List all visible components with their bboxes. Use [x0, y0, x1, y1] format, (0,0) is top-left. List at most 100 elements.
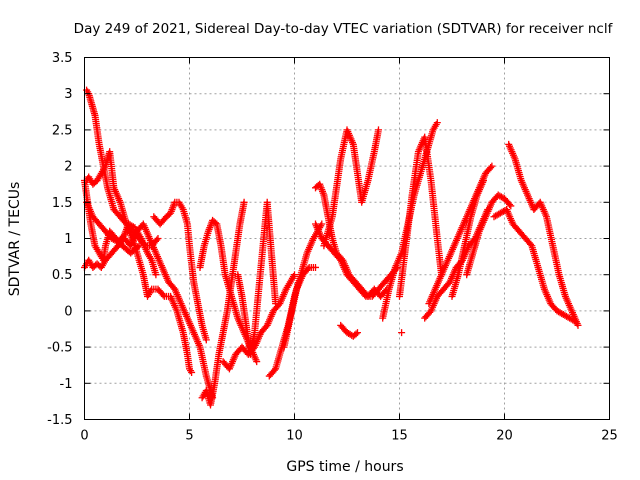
series-track-14	[320, 126, 382, 250]
data-point-trail	[103, 250, 115, 263]
data-point-trail	[287, 287, 300, 320]
y-tick-label: -1.5	[47, 413, 72, 428]
data-point-trail	[126, 221, 137, 231]
data-point-trail	[211, 352, 223, 385]
data-point-trail	[463, 251, 476, 277]
data-point	[488, 162, 496, 170]
series-track-3	[83, 86, 162, 250]
data-point-trail	[91, 113, 101, 132]
data-point-trail	[402, 193, 416, 248]
data-point-trail	[106, 150, 118, 190]
data-point-trail	[304, 236, 317, 255]
data-point-trail	[537, 200, 550, 219]
data-point-trail	[255, 244, 267, 291]
data-point	[318, 220, 326, 228]
data-point-trail	[316, 182, 327, 197]
axis-ticks	[84, 57, 610, 420]
data-point-trail	[103, 229, 115, 241]
data-point-trail	[164, 210, 173, 220]
data-point-trail	[111, 207, 123, 219]
data-point-trail	[238, 294, 250, 327]
series-track-2	[83, 148, 196, 376]
data-point-trail	[157, 214, 169, 227]
data-point-trail	[312, 222, 325, 241]
data-point-trail	[461, 215, 474, 248]
data-point-trail	[173, 309, 187, 335]
data-point-trail	[82, 258, 92, 270]
data-point-trail	[132, 244, 147, 277]
data-point-trail	[300, 265, 312, 277]
data-point-trail	[117, 214, 129, 227]
data-point	[375, 126, 382, 134]
data-point-trail	[482, 200, 495, 219]
data-point-trail	[196, 345, 210, 378]
x-tick-label: 25	[601, 429, 618, 444]
data-point-trail	[109, 243, 121, 256]
data-point-trail	[512, 157, 525, 183]
data-point-trail	[268, 251, 279, 306]
data-point-trail	[217, 244, 229, 277]
data-point-trail	[510, 221, 522, 234]
y-tick-label: -1	[60, 377, 73, 392]
y-tick-label: 1.5	[52, 196, 73, 211]
series-track-10	[234, 198, 280, 358]
data-point-trail	[145, 287, 155, 299]
data-point	[480, 177, 487, 185]
data-point-trail	[435, 287, 446, 299]
data-point-trail	[213, 222, 225, 248]
data-point-trail	[87, 99, 96, 110]
data-point-trail	[541, 287, 554, 306]
y-tick-label: -0.5	[47, 341, 72, 356]
data-point-trail	[167, 294, 180, 313]
data-point-trail	[167, 200, 178, 215]
y-tick-labels: -1.5 -1 -0.5 0 0.5 1 1.5 2 2.5 3 3.5	[47, 51, 72, 428]
data-point-trail	[421, 135, 435, 182]
data-point-trail	[496, 192, 507, 202]
data-point-trail	[445, 244, 457, 262]
data-point-trail	[228, 251, 239, 284]
data-point-trail	[96, 142, 107, 168]
data-point-trail	[145, 251, 155, 262]
data-point-trail	[89, 106, 98, 118]
chart-title: Day 249 of 2021, Sidereal Day-to-day VTE…	[74, 21, 614, 37]
data-point-trail	[172, 287, 184, 306]
data-point-trail	[364, 150, 378, 183]
data-point-trail	[350, 142, 361, 175]
data-point-trail	[451, 229, 464, 248]
data-point-trail	[549, 244, 563, 277]
data-point-trail	[325, 243, 337, 256]
data-point-trail	[467, 193, 481, 219]
data-point-trail	[115, 232, 127, 245]
data-point-trail	[176, 200, 186, 212]
data-point-trail	[379, 287, 393, 320]
data-point-trail	[523, 236, 535, 248]
series-track-5	[83, 198, 160, 279]
data-point-trail	[483, 164, 495, 176]
series-track-18	[396, 133, 445, 300]
data-point-trail	[226, 352, 239, 371]
data-point-trail	[463, 200, 476, 219]
data-point-trail	[235, 316, 247, 335]
data-point	[154, 235, 162, 242]
data-point-trail	[503, 207, 516, 226]
data-point-trail	[518, 178, 531, 197]
data-point-trail	[562, 294, 575, 313]
data-point-trail	[548, 301, 560, 313]
series-track-15	[312, 220, 401, 300]
series-track-12	[280, 263, 319, 351]
data-point-trail	[293, 273, 306, 291]
data-point-trail	[87, 222, 99, 248]
y-tick-label: 3	[64, 87, 72, 102]
data-point-trail	[277, 287, 289, 306]
series-track-16	[337, 321, 361, 340]
x-tick-label: 10	[286, 429, 303, 444]
data-point-trail	[121, 222, 132, 237]
data-point-trail	[159, 265, 172, 284]
data-point-trail	[92, 244, 102, 255]
data-point-trail	[476, 215, 489, 233]
data-point-trail	[190, 280, 202, 306]
y-tick-label: 1	[64, 232, 72, 247]
data-point-trail	[247, 331, 258, 356]
y-axis-label: SDTVAR / TECUs	[7, 182, 23, 297]
